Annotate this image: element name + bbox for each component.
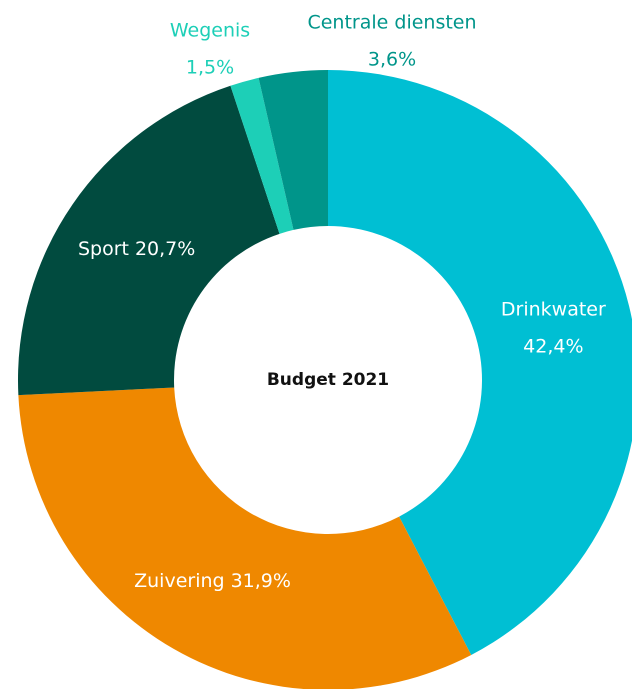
slice-value: 42,4%	[523, 335, 583, 357]
slice-label: Sport 20,7%	[78, 237, 195, 259]
slice-name: Centrale diensten	[307, 12, 476, 34]
donut-slice	[230, 77, 294, 234]
slice-name: Sport	[78, 237, 129, 259]
slice-name: Wegenis	[170, 20, 250, 42]
donut-slice	[18, 387, 472, 689]
slice-value: 3,6%	[368, 49, 416, 71]
donut-slice	[18, 85, 280, 396]
slice-label: Zuivering 31,9%	[134, 570, 291, 592]
donut-slice	[258, 70, 328, 230]
chart-title: Budget 2021	[267, 370, 389, 390]
slice-value: 20,7%	[135, 237, 195, 259]
slice-name: Drinkwater	[501, 298, 606, 320]
slice-value: 1,5%	[186, 57, 234, 79]
slice-value: 31,9%	[231, 570, 291, 592]
slice-name: Zuivering	[134, 570, 224, 592]
donut-slice	[328, 70, 632, 655]
